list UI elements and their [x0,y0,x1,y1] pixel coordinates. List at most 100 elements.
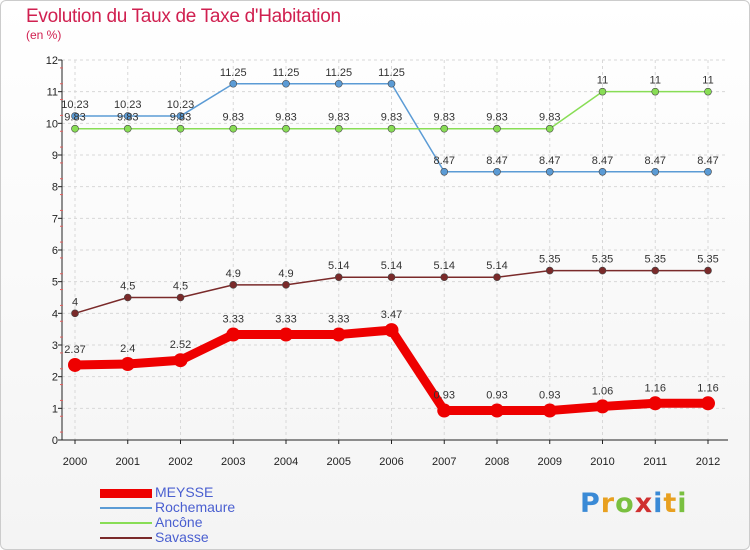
data-point [440,167,449,176]
data-label: 10.23 [61,99,89,111]
data-point [440,273,449,282]
data-point [384,323,399,338]
data-point [545,266,554,275]
data-label: 5.14 [434,260,455,272]
data-point [282,281,290,289]
data-label: 0.93 [486,390,507,402]
data-label: 5.14 [486,260,507,272]
data-label: 1.16 [645,382,666,394]
logo-letter: t [663,488,678,519]
data-point [229,79,238,88]
data-label: 4.5 [120,281,135,293]
data-point [334,273,343,282]
data-label: 9.83 [328,112,349,124]
data-label: 0.93 [434,390,455,402]
data-label: 11.25 [378,67,405,79]
logo-letter: i [653,488,664,519]
data-point [701,396,715,411]
legend-swatch [100,507,152,509]
data-point [648,396,663,411]
x-tick-label: 2000 [63,456,87,468]
data-label: 9.83 [275,112,296,124]
data-label: 5.35 [539,254,560,266]
y-tick-label: 6 [52,245,58,257]
y-tick-label: 10 [46,118,58,130]
data-label: 5.14 [328,260,349,272]
data-label: 2.52 [170,339,191,351]
x-tick-label: 2006 [379,456,403,468]
chart-unit-label: (en %) [26,28,62,42]
data-point [229,281,238,289]
data-point [71,124,79,133]
data-label: 9.83 [223,112,244,124]
data-point [68,357,82,372]
x-tick-label: 2001 [116,456,140,468]
logo-letter: P [580,488,601,519]
x-tick-label: 2011 [643,456,667,468]
data-label: 11 [650,75,661,87]
data-label: 9.83 [64,112,85,124]
x-tick-label: 2005 [327,456,351,468]
y-tick-label: 12 [46,55,58,67]
data-point [440,124,449,133]
logo-letter: i [677,488,688,519]
data-label: 8.47 [697,155,718,167]
data-label: 11.25 [273,67,300,79]
data-label: 9.83 [381,112,402,124]
data-label: 4 [72,296,78,308]
data-point [490,403,504,418]
legend-swatch [100,522,152,524]
y-tick-label: 5 [52,277,58,289]
logo-letter: x [634,488,654,519]
y-tick-label: 4 [52,308,58,320]
data-point [123,124,132,133]
data-point [176,112,185,120]
data-point [493,167,501,176]
legend-label: Savasse [155,529,209,545]
y-tick-label: 1 [52,403,58,415]
data-label: 4.5 [173,281,188,293]
proxiti-logo: Proxiti [580,488,688,519]
data-point [71,112,79,120]
data-point [176,293,185,302]
data-point [651,266,660,275]
data-label: 2.4 [120,343,135,355]
x-tick-label: 2004 [274,456,298,468]
data-point [542,403,557,418]
data-label: 0.93 [539,390,560,402]
data-label: 5.35 [592,254,613,266]
data-point [598,87,607,96]
x-tick-label: 2009 [538,456,562,468]
data-point [595,399,610,414]
data-label: 10.23 [114,99,142,111]
data-label: 3.47 [381,309,402,321]
data-label: 9.83 [539,112,560,124]
data-point [387,273,396,282]
data-point [173,353,188,368]
legend-label: Ancône [155,514,203,530]
data-point [123,112,132,120]
y-tick-label: 9 [52,150,58,162]
y-tick-label: 7 [52,213,58,225]
legend-label: Rochemaure [155,499,236,515]
data-point [229,124,238,133]
data-point [282,79,290,88]
y-tick-label: 3 [52,340,58,352]
data-label: 8.47 [539,155,560,167]
data-label: 5.35 [645,254,666,266]
chart-title: Evolution du Taux de Taxe d'Habitation [26,6,341,27]
y-tick-label: 8 [52,182,58,194]
data-label: 3.33 [223,314,244,326]
x-tick-label: 2007 [432,456,456,468]
data-point [334,79,343,88]
legend-swatch [100,488,152,498]
data-label: 9.83 [170,112,191,124]
data-label: 3.33 [328,314,349,326]
data-point [704,87,712,96]
data-point [704,266,712,275]
data-point [493,273,501,282]
data-label: 9.83 [434,112,455,124]
data-label: 5.14 [381,260,402,272]
y-tick-label: 2 [52,372,58,384]
